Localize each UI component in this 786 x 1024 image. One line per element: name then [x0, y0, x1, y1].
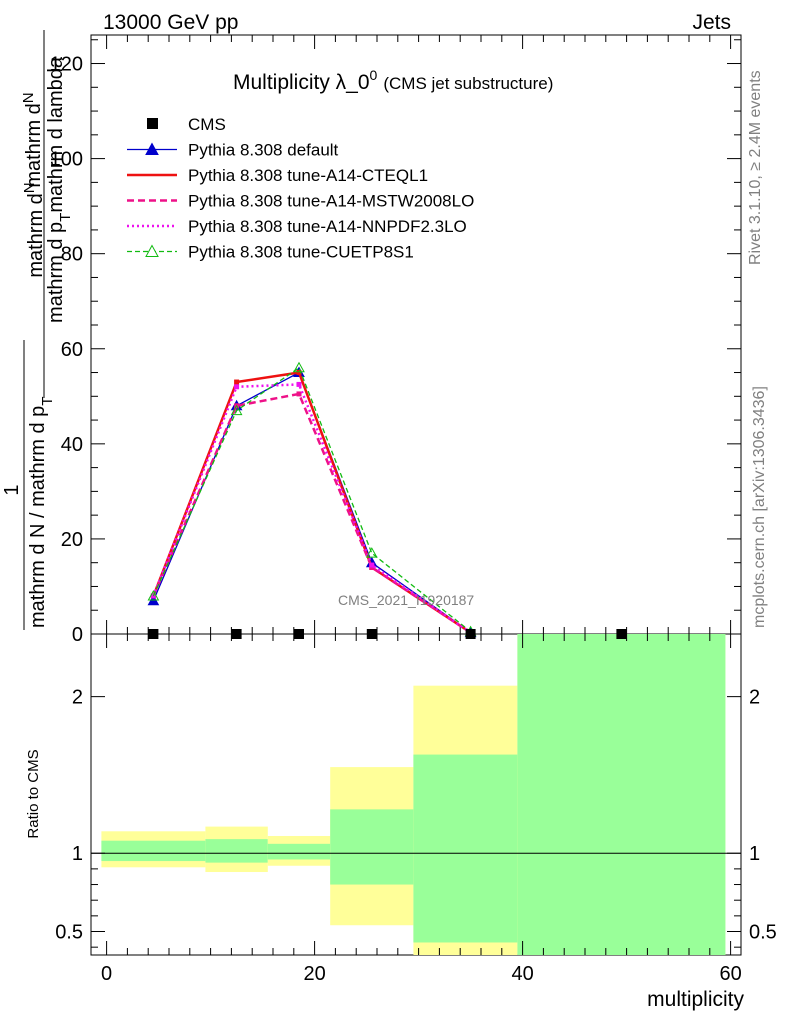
legend-label-1: Pythia 8.308 default	[188, 141, 339, 160]
series-line-4	[152, 366, 472, 633]
main-ytick-label-0: 0	[72, 624, 83, 646]
cms-data-point-2	[294, 629, 304, 639]
series-marker-4	[230, 404, 243, 416]
legend-marker-1	[145, 142, 159, 155]
ratio-band-inner-1	[205, 839, 268, 863]
legend-label-0: CMS	[188, 115, 226, 134]
legend-swatch-0	[147, 118, 158, 129]
cms-data-point-3	[366, 629, 377, 639]
mcplots-site-text: mcplots.cern.ch [arXiv:1306.3436]	[751, 386, 768, 628]
ratio-band-inner-4	[413, 754, 518, 943]
main-y-axis-label: mathrm dN . . . . .	[21, 30, 47, 398]
ylabel-prefactor-denominator-text: mathrm d N / mathrm d p	[27, 406, 49, 628]
main-ytick-label-6: 120	[50, 54, 83, 76]
series-marker-3	[369, 562, 375, 568]
header-left: 13000 GeV pp	[103, 11, 238, 34]
legend-label-5: Pythia 8.308 tune-CUETP8S1	[188, 243, 414, 262]
series-line-3	[152, 383, 472, 634]
xtick-label-1: 20	[303, 963, 325, 985]
legend-marker-5	[145, 244, 159, 257]
cms-data-point-1	[231, 629, 242, 639]
title-superscript: 0	[370, 67, 378, 83]
series-marker-4	[365, 547, 378, 558]
cms-data-point-4	[465, 629, 476, 639]
series-marker-3	[296, 381, 302, 387]
legend-label-3: Pythia 8.308 tune-A14-MSTW2008LO	[188, 192, 474, 211]
main-ytick-label-1: 20	[61, 529, 83, 551]
cms-data-points	[148, 629, 627, 639]
ylabel-numerator-n: N	[21, 182, 38, 193]
main-series	[147, 361, 477, 638]
main-ytick-label-4: 80	[61, 244, 83, 266]
x-axis-label: multiplicity	[647, 988, 744, 1011]
ratio-ytick-label-0: 0.5	[55, 922, 83, 944]
series-marker-2	[296, 391, 302, 397]
ratio-ytick-label-right-1: 1	[749, 843, 760, 865]
ylabel-denominator-block: mathrm d pTmathrm d lambda	[45, 56, 74, 323]
svg-text:mathrm dN: mathrm dN	[21, 182, 47, 277]
ratio-ytick-label-1: 1	[72, 843, 83, 865]
main-ytick-label-2: 40	[61, 434, 83, 456]
title-sub: (CMS jet substructure)	[383, 74, 553, 93]
main-ytick-label-5: 100	[50, 149, 83, 171]
series-marker-1	[234, 379, 240, 385]
ylabel-prefactor-t: T	[39, 397, 56, 406]
analysis-watermark: CMS_2021_I1920187	[338, 592, 474, 608]
ylabel-numerator-block: mathrm dN	[20, 92, 45, 187]
ylabel-numerator: mathrm d	[25, 193, 47, 277]
ylabel-prefactor-one: 1	[1, 484, 23, 495]
ratio-axes: 0.5 0.51 12 20 20 40 60	[55, 35, 777, 985]
ratio-band-inner-2	[267, 843, 331, 860]
ratio-ytick-label-2: 2	[72, 687, 83, 709]
main-ytick-label-3: 60	[61, 339, 83, 361]
ratio-ytick-label-right-2: 2	[749, 687, 760, 709]
xtick-label-3: 60	[719, 963, 741, 985]
series-marker-4	[293, 361, 305, 373]
ylabel-prefactor-denominator: mathrm d N / mathrm d pT	[27, 397, 56, 628]
legend-label-2: Pythia 8.308 tune-A14-CTEQL1	[188, 166, 428, 185]
main-axes: 0 20 40 60 80 100 120	[50, 39, 741, 646]
cms-data-point-0	[148, 629, 159, 639]
plot-title: Multiplicity λ_00 (CMS jet substructure)	[233, 67, 553, 94]
series-marker-1	[296, 370, 302, 376]
ratio-ytick-label-right-0: 0.5	[749, 922, 777, 944]
cms-data-point-5	[616, 629, 627, 639]
title-main: Multiplicity λ_0	[233, 71, 370, 94]
legend: CMS Pythia 8.308 default Pythia 8.308 tune…	[127, 115, 474, 262]
main-y-axis-label-prefactor: 1 mathrm d N / mathrm d pT	[1, 340, 56, 630]
ratio-y-axis-label: Ratio to CMS	[25, 749, 42, 838]
ratio-band-inner-0	[101, 840, 206, 862]
series-marker-4	[147, 589, 160, 601]
ratio-band-inner-3	[330, 809, 414, 885]
ratio-bands	[91, 634, 741, 955]
xtick-label-0: 0	[101, 963, 112, 985]
series-marker-3	[234, 384, 240, 390]
ratio-band-inner-5	[517, 634, 726, 955]
header-right: Jets	[692, 11, 731, 34]
rivet-version-text: Rivet 3.1.10, ≥ 2.4M events	[747, 70, 764, 265]
legend-label-4: Pythia 8.308 tune-A14-NNPDF2.3LO	[188, 217, 467, 236]
xtick-label-2: 40	[511, 963, 533, 985]
series-line-2	[152, 392, 472, 634]
